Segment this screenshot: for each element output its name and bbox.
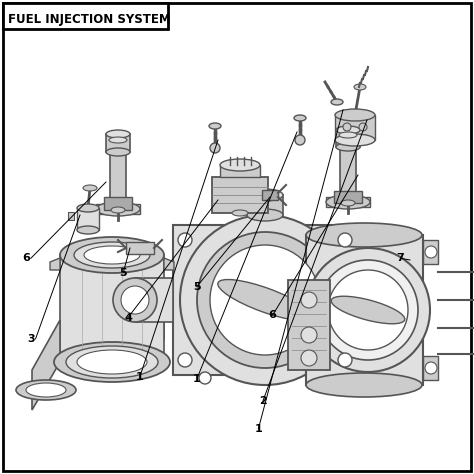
Polygon shape: [164, 258, 174, 270]
Ellipse shape: [339, 132, 357, 138]
Circle shape: [295, 135, 305, 145]
Ellipse shape: [218, 280, 312, 320]
Ellipse shape: [180, 215, 350, 385]
Ellipse shape: [77, 350, 147, 374]
Ellipse shape: [77, 226, 99, 234]
Circle shape: [425, 246, 437, 258]
Ellipse shape: [113, 278, 157, 322]
Polygon shape: [336, 130, 360, 147]
Circle shape: [210, 143, 220, 153]
Ellipse shape: [84, 246, 140, 264]
Text: FUEL INJECTION SYSTEM: FUEL INJECTION SYSTEM: [8, 12, 171, 26]
Circle shape: [199, 372, 211, 384]
Polygon shape: [306, 235, 423, 385]
Text: 3: 3: [27, 334, 35, 344]
Ellipse shape: [306, 223, 422, 247]
Polygon shape: [220, 165, 260, 177]
Ellipse shape: [77, 204, 99, 212]
Polygon shape: [247, 195, 283, 215]
Polygon shape: [262, 190, 278, 200]
Circle shape: [318, 260, 418, 360]
Ellipse shape: [232, 210, 248, 216]
Polygon shape: [104, 197, 132, 210]
Ellipse shape: [109, 137, 127, 143]
Text: 6: 6: [269, 310, 276, 320]
Ellipse shape: [16, 380, 76, 400]
Circle shape: [343, 123, 351, 131]
Text: 5: 5: [119, 267, 127, 278]
Polygon shape: [126, 242, 154, 254]
Ellipse shape: [294, 115, 306, 121]
Ellipse shape: [335, 134, 375, 146]
Ellipse shape: [210, 245, 320, 355]
Circle shape: [178, 353, 192, 367]
Polygon shape: [423, 356, 438, 380]
Ellipse shape: [326, 195, 370, 209]
Polygon shape: [32, 320, 60, 410]
Circle shape: [301, 350, 317, 366]
Text: 6: 6: [22, 253, 30, 264]
Text: 2: 2: [259, 395, 267, 406]
Ellipse shape: [209, 123, 221, 129]
Ellipse shape: [306, 373, 422, 397]
Ellipse shape: [335, 109, 375, 121]
Polygon shape: [96, 204, 140, 214]
Bar: [3, 3, 168, 29]
Polygon shape: [173, 225, 357, 375]
Ellipse shape: [106, 130, 130, 138]
Ellipse shape: [111, 207, 125, 213]
Ellipse shape: [336, 143, 360, 151]
Ellipse shape: [331, 296, 405, 324]
Circle shape: [301, 292, 317, 308]
Ellipse shape: [83, 185, 97, 191]
Ellipse shape: [197, 232, 333, 368]
Ellipse shape: [341, 200, 355, 206]
Polygon shape: [106, 134, 130, 152]
Text: 1: 1: [193, 374, 201, 384]
Polygon shape: [288, 280, 330, 370]
Polygon shape: [423, 240, 438, 264]
Ellipse shape: [336, 126, 360, 134]
Circle shape: [338, 353, 352, 367]
Text: 7: 7: [397, 253, 404, 264]
Ellipse shape: [60, 237, 164, 273]
Ellipse shape: [220, 159, 260, 171]
Text: 1: 1: [136, 372, 144, 382]
Polygon shape: [326, 197, 370, 207]
Polygon shape: [77, 208, 99, 230]
Ellipse shape: [106, 148, 130, 156]
Polygon shape: [68, 212, 74, 220]
Circle shape: [178, 233, 192, 247]
Polygon shape: [60, 255, 164, 362]
Polygon shape: [50, 258, 60, 270]
Circle shape: [425, 362, 437, 374]
Polygon shape: [334, 191, 362, 203]
Ellipse shape: [66, 346, 158, 378]
Polygon shape: [212, 177, 268, 213]
Ellipse shape: [96, 202, 140, 216]
Polygon shape: [335, 115, 375, 140]
Ellipse shape: [354, 84, 366, 90]
Polygon shape: [135, 278, 164, 340]
Circle shape: [338, 233, 352, 247]
Text: 4: 4: [124, 312, 132, 323]
Circle shape: [328, 270, 408, 350]
Circle shape: [301, 327, 317, 343]
Ellipse shape: [331, 99, 343, 105]
Circle shape: [306, 248, 430, 372]
Ellipse shape: [74, 242, 150, 268]
Ellipse shape: [121, 286, 149, 314]
Text: 1: 1: [255, 424, 262, 434]
Ellipse shape: [247, 189, 283, 201]
Circle shape: [359, 123, 367, 131]
Ellipse shape: [54, 342, 170, 382]
Polygon shape: [135, 278, 173, 322]
Polygon shape: [340, 147, 356, 195]
Ellipse shape: [26, 383, 66, 397]
Polygon shape: [110, 152, 126, 202]
Ellipse shape: [247, 209, 283, 221]
Text: 5: 5: [193, 282, 201, 292]
